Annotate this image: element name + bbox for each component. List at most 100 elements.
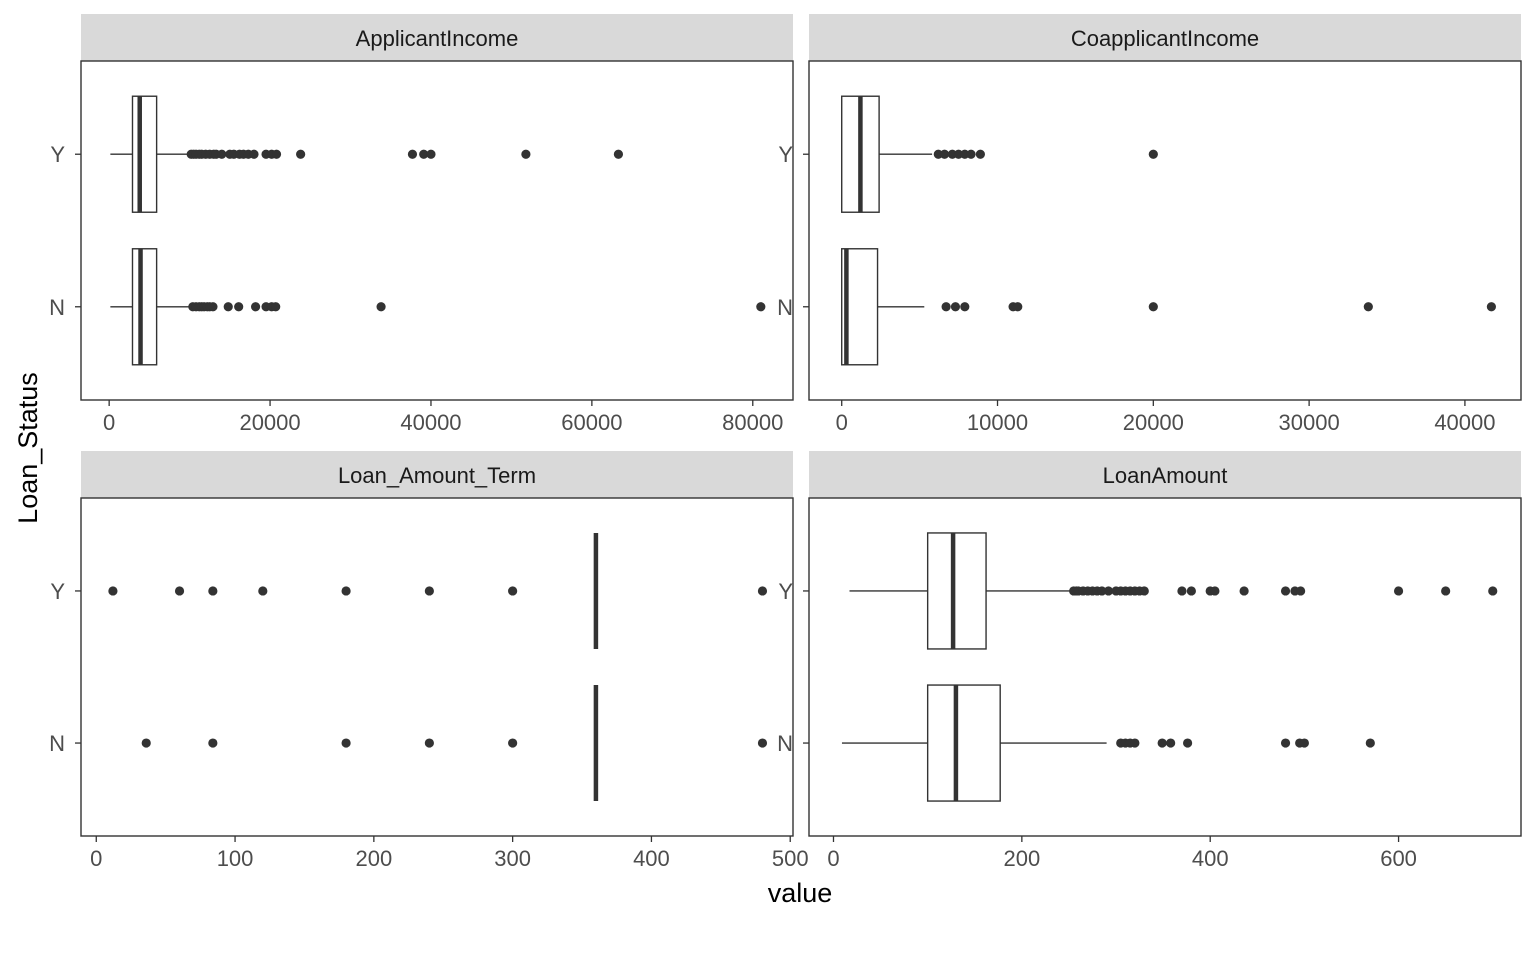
box-n [841,684,1375,802]
panel-loan-amount-term: Loan_Amount_Term 0 100 200 300 400 500 Y N [49,451,809,871]
outlier-point [757,738,768,748]
outlier-point [1183,738,1193,748]
panel-frame [808,60,1522,401]
y-tick-label: Y [778,579,793,604]
outlier-point [950,302,961,312]
y-tick-label: N [777,731,793,756]
x-axis-title: value [768,878,833,908]
x-tick-label: 60000 [561,410,622,435]
x-tick-label: 400 [1192,846,1229,871]
outlier-point [960,302,970,312]
outlier-point [271,302,281,312]
outlier-point [424,586,434,596]
box-y [849,532,1498,650]
outlier-point [407,149,418,159]
outlier-point [1393,586,1404,596]
facet-strip [81,451,793,498]
panel-frame [808,497,1522,837]
outlier-point [217,149,227,159]
x-tick-label: 80000 [722,410,783,435]
outlier-point [1148,302,1158,312]
outlier-point [108,586,118,596]
x-tick-label: 500 [772,846,809,871]
box-n [841,248,1496,366]
facet-title: Loan_Amount_Term [338,463,536,488]
x-tick-label: 100 [217,846,254,871]
y-tick-label: N [777,295,793,320]
outlier-point [341,738,351,748]
x-tick-label: 0 [90,846,102,871]
outlier-point [258,586,268,596]
outlier-point [419,149,429,159]
outlier-point [508,586,518,596]
outlier-point [508,738,518,748]
y-tick-label: N [49,295,65,320]
iqr-box [926,684,1001,802]
box-n [141,685,768,802]
panel-frame [80,60,794,401]
outlier-point [756,302,766,312]
x-tick-label: 200 [355,846,392,871]
facet-strip [81,14,793,61]
x-tick-label: 200 [1003,846,1040,871]
x-tick-label: 30000 [1279,410,1340,435]
iqr-box [131,248,158,366]
x-tick-label: 40000 [1434,410,1495,435]
y-tick-label: N [49,731,65,756]
outlier-point [376,302,386,312]
y-tick-label: Y [50,579,65,604]
x-tick-label: 10000 [967,410,1028,435]
panel-coapplicantincome: CoapplicantIncome 0 10000 20000 30000 40000 Y N [777,14,1522,435]
outlier-point [1365,738,1375,748]
outlier-point [1177,586,1187,596]
facet-title: CoapplicantIncome [1071,26,1259,51]
outlier-point [208,302,218,312]
outlier-point [208,738,218,748]
outlier-point [1239,586,1249,596]
iqr-box [131,95,158,213]
x-tick-label: 600 [1380,846,1417,871]
outlier-point [975,149,985,159]
x-tick-label: 20000 [239,410,300,435]
outlier-point [1488,586,1498,596]
outlier-point [234,302,244,312]
outlier-point [426,149,436,159]
box-y [841,95,1158,213]
outlier-point [1210,586,1220,596]
outlier-point [941,302,951,312]
panel-loanamount: LoanAmount 0 200 400 600 Y N [777,451,1522,871]
outlier-point [613,149,624,159]
outlier-point [296,149,306,159]
outlier-point [1103,586,1114,596]
outlier-point [174,586,185,596]
outlier-point [271,149,282,159]
outlier-point [1280,586,1291,596]
outlier-point [1013,302,1023,312]
x-tick-label: 20000 [1123,410,1184,435]
outlier-point [341,586,351,596]
x-tick-label: 400 [633,846,670,871]
outlier-point [1280,738,1291,748]
outlier-point [141,738,151,748]
facet-title: ApplicantIncome [356,26,519,51]
outlier-point [966,149,976,159]
box-n [110,248,766,366]
outlier-point [250,302,261,312]
y-axis-title: Loan_Status [13,372,43,524]
outlier-point [1299,738,1309,748]
x-tick-label: 300 [494,846,531,871]
facet-title: LoanAmount [1103,463,1228,488]
x-tick-label: 0 [836,410,848,435]
outlier-point [1097,586,1107,596]
x-tick-label: 0 [827,846,839,871]
outlier-point [1148,149,1158,159]
iqr-box [926,532,987,650]
facet-strip [809,451,1521,498]
panel-applicantincome: ApplicantIncome 0 20000 40000 60000 80000 Y N [49,14,794,435]
outlier-point [1130,738,1140,748]
box-y [110,95,624,213]
x-tick-label: 40000 [400,410,461,435]
facet-strip [809,14,1521,61]
outlier-point [1363,302,1373,312]
